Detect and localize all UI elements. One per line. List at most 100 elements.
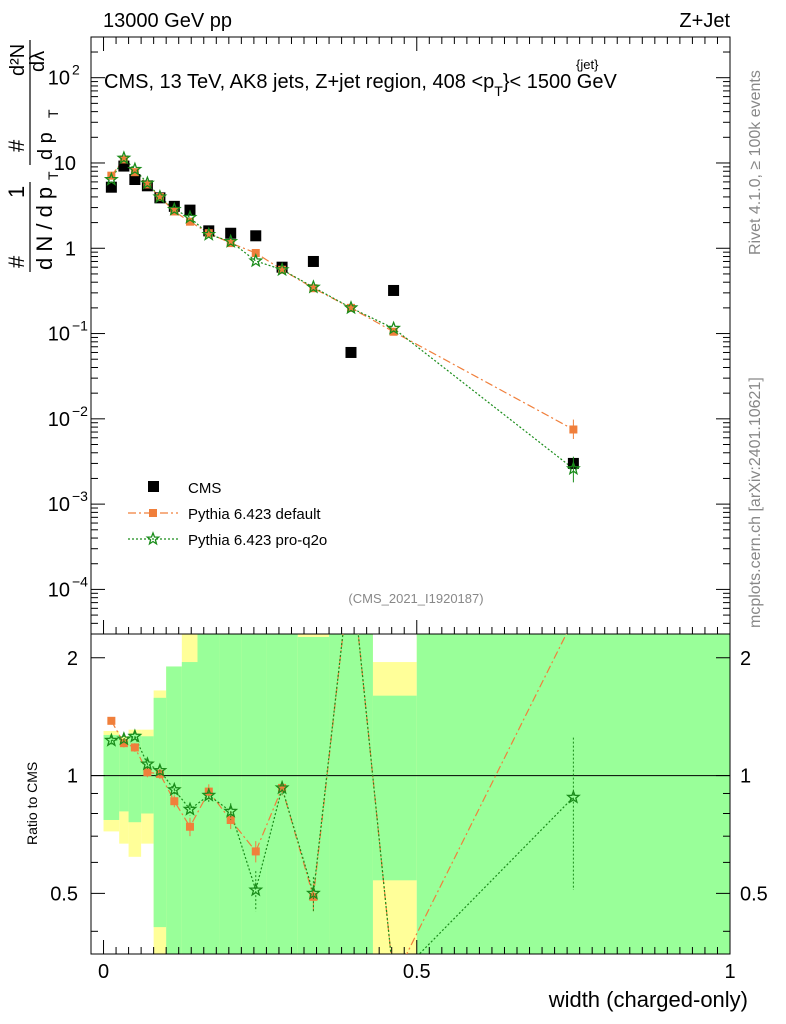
ratio-proq2o-point-9 [248, 882, 264, 897]
y-tick-label-2: 10 [48, 409, 70, 431]
legend: CMS Pythia 6.423 default Pythia 6.423 pr… [128, 480, 327, 549]
ratio-y-tick-label-right-2: 2 [740, 648, 751, 670]
plot-title-suffix: }< 1500 GeV [503, 71, 618, 93]
proq2o-point-11 [305, 279, 321, 294]
legend-default-marker [149, 509, 157, 517]
ratio-proq2o-point-0 [103, 732, 119, 747]
default-point-9 [251, 248, 260, 257]
legend-cms-label: CMS [188, 480, 221, 497]
ylabel-numerator-tail: dλ [27, 51, 49, 72]
default-point-8 [226, 239, 235, 248]
proq2o-point-4 [152, 189, 168, 204]
ratio-plot-data [103, 634, 581, 954]
cms-point-1 [118, 160, 130, 172]
ylabel-one: 1 [4, 186, 29, 198]
process-label: Z+Jet [679, 10, 730, 32]
default-point-6 [185, 217, 194, 226]
proq2o-point-8 [223, 233, 239, 248]
proq2o-point-13 [386, 320, 402, 335]
ratio-y-tick-label-right-1: 1 [740, 766, 751, 788]
ratio-y-axis-label: Ratio to CMS [24, 762, 40, 845]
proq2o-point-10 [274, 261, 290, 277]
ratio-plot-frame [90, 633, 731, 955]
ratio-proq2o-point-2 [127, 728, 143, 743]
ratio-y-tick-label-2: 2 [67, 648, 78, 670]
main-plot-frame [90, 36, 731, 635]
default-point-10 [278, 265, 287, 274]
ratio-y-tick-label-1: 1 [67, 766, 78, 788]
ratio-default-point-11 [309, 892, 318, 901]
energy-label: 13000 GeV pp [103, 10, 232, 32]
default-line [110, 158, 574, 431]
default-point-3 [143, 180, 152, 189]
band-green-12 [329, 634, 373, 954]
mcplots-label: mcplots.cern.ch [arXiv:2401.10621] [747, 377, 764, 628]
band-green-5 [166, 666, 182, 954]
cms-point-8 [225, 227, 237, 239]
ratio-default-point-5 [170, 797, 179, 806]
y-tick-exp-2: −2 [72, 403, 88, 419]
y-tick-label-5: 10 [54, 153, 76, 175]
legend-cms-marker [148, 481, 159, 492]
uncertainty-bands [103, 634, 730, 954]
default-point-1 [119, 155, 128, 164]
ratio-y-tick-label-0: 0.5 [50, 883, 78, 905]
x-tick-label-0: 0 [98, 961, 109, 983]
ratio-proq2o-point-8 [223, 803, 239, 818]
proq2o-point-3 [139, 175, 155, 190]
ratio-default-point-3 [143, 768, 152, 777]
ratio-default-point-0 [107, 716, 116, 725]
rivet-label: Rivet 4.1.0, ≥ 100k events [747, 70, 764, 255]
proq2o-point-1 [116, 150, 132, 165]
ratio-default-point-7 [204, 787, 213, 796]
main-plot-data [103, 150, 581, 483]
ratio-proq2o-point-14 [565, 789, 581, 804]
ratio-proq2o-point-11 [305, 885, 321, 900]
ylabel-numerator-denominator: d p [35, 132, 57, 160]
main-y-axis-label: # 1 d N / d p T # d²N d p T dλ [4, 40, 61, 272]
cms-point-13 [388, 284, 400, 296]
proq2o-point-0 [103, 171, 119, 186]
ratio-default-point-6 [185, 822, 194, 831]
ratio-proq2o-point-1 [116, 731, 132, 746]
plot-title-prefix: CMS, 13 TeV, AK8 jets, Z+jet region, 408… [104, 71, 494, 93]
ratio-proq2o-point-5 [166, 781, 182, 797]
y-tick-label-3: 10 [48, 324, 70, 346]
legend-proq2o-label: Pythia 6.423 pro-q2o [188, 532, 327, 549]
proq2o-point-6 [182, 209, 198, 224]
ratio-proq2o-point-7 [201, 787, 217, 802]
proq2o-point-12 [343, 300, 359, 315]
proq2o-point-2 [127, 161, 143, 176]
plot-title-superscript: {jet} [576, 57, 599, 72]
default-point-7 [204, 229, 213, 238]
default-point-12 [346, 303, 355, 312]
cms-point-2 [129, 174, 141, 186]
cms-point-11 [307, 255, 319, 267]
band-green-4 [153, 697, 167, 928]
y-tick-label-0: 10 [48, 579, 70, 601]
y-tick-label-1: 10 [48, 494, 70, 516]
y-tick-exp-6: 2 [72, 62, 80, 78]
y-tick-label-6: 10 [48, 68, 70, 90]
ylabel-denominator-sub: T [45, 171, 61, 180]
cms-point-12 [345, 346, 357, 358]
ratio-y-tick-label-right-0: 0.5 [740, 883, 768, 905]
ratio-default-point-2 [130, 743, 139, 752]
ratio-proq2o-point-10 [274, 780, 290, 795]
ylabel-hash-2: # [4, 139, 29, 152]
proq2o-point-7 [201, 226, 217, 241]
ylabel-hash-1: # [4, 255, 29, 268]
cms-point-5 [168, 200, 180, 212]
band-green-13 [372, 695, 417, 881]
cms-point-0 [105, 181, 117, 193]
x-axis-label: width (charged-only) [548, 987, 748, 1012]
proq2o-point-5 [166, 201, 182, 216]
proq2o-point-9 [248, 252, 264, 268]
y-tick-exp-0: −4 [72, 573, 88, 589]
ratio-default-point-9 [251, 847, 260, 856]
legend-proq2o-marker [145, 531, 161, 546]
y-tick-exp-1: −3 [72, 488, 88, 504]
band-green-2 [128, 733, 142, 823]
band-green-8 [219, 634, 242, 954]
